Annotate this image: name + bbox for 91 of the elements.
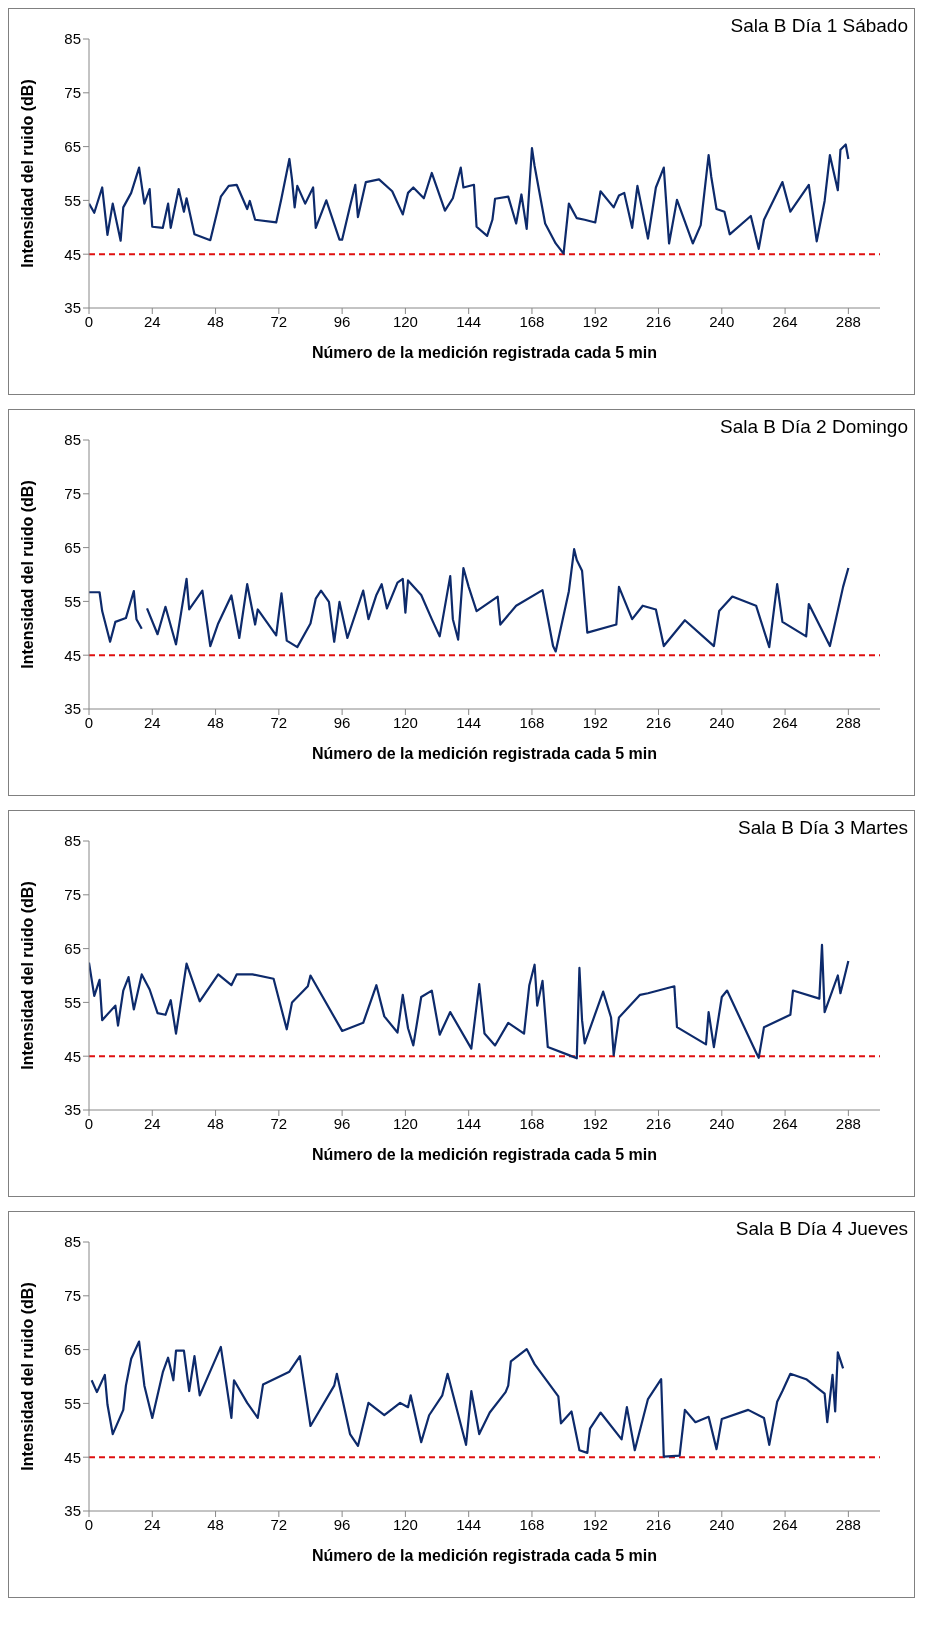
y-tick-label: 85 (64, 832, 81, 850)
x-tick-label: 288 (835, 1114, 861, 1132)
x-tick-label: 144 (456, 312, 482, 330)
x-tick-label: 0 (84, 713, 94, 731)
x-tick-label: 144 (456, 1114, 482, 1132)
x-tick-label: 72 (270, 713, 288, 731)
y-tick-label: 45 (64, 1047, 81, 1065)
x-tick-label: 264 (772, 1114, 798, 1132)
line-series (90, 1340, 845, 1458)
x-tick-label: 120 (392, 1114, 418, 1132)
x-tick-label: 216 (646, 1515, 672, 1533)
x-tick-label: 240 (709, 713, 735, 731)
y-tick-label: 55 (64, 993, 81, 1011)
x-tick-label: 216 (646, 1114, 672, 1132)
y-tick-label: 75 (64, 1287, 81, 1305)
y-tick-label: 45 (64, 1448, 81, 1466)
x-tick-label: 120 (392, 1515, 418, 1533)
x-tick-label: 120 (392, 312, 418, 330)
x-tick-label: 216 (646, 713, 672, 731)
chart-title: Sala B Día 1 Sábado (730, 15, 908, 37)
x-tick-label: 48 (207, 312, 224, 330)
y-tick-label: 85 (64, 1233, 81, 1251)
y-tick-label: 45 (64, 245, 81, 263)
y-tick-label: 65 (64, 1340, 81, 1358)
x-tick-label: 288 (835, 1515, 861, 1533)
x-tick-label: 192 (582, 1515, 608, 1533)
x-tick-label: 96 (333, 713, 351, 731)
x-tick-label: 0 (84, 312, 94, 330)
y-tick-label: 55 (64, 592, 81, 610)
x-tick-label: 72 (270, 1515, 288, 1533)
x-tick-label: 96 (333, 1114, 351, 1132)
x-axis-title: Número de la medición registrada cada 5 min (312, 745, 657, 762)
x-tick-label: 168 (519, 1515, 545, 1533)
x-axis-title: Número de la medición registrada cada 5 min (312, 1547, 657, 1564)
x-tick-label: 120 (392, 713, 418, 731)
x-tick-label: 24 (143, 713, 161, 731)
x-tick-label: 24 (143, 1114, 161, 1132)
x-tick-label: 192 (582, 1114, 608, 1132)
x-tick-label: 96 (333, 1515, 351, 1533)
chart-title: Sala B Día 2 Domingo (720, 416, 908, 438)
y-tick-label: 35 (64, 299, 81, 317)
line-series (89, 143, 850, 255)
x-axis-title: Número de la medición registrada cada 5 min (312, 1146, 657, 1163)
x-tick-label: 48 (207, 713, 224, 731)
x-tick-label: 240 (709, 1114, 735, 1132)
x-tick-label: 168 (519, 1114, 545, 1132)
x-tick-label: 192 (582, 312, 608, 330)
y-axis-title: Intensidad del ruido (dB) (18, 480, 36, 669)
x-tick-label: 288 (835, 713, 861, 731)
x-tick-label: 144 (456, 713, 482, 731)
x-tick-label: 0 (84, 1515, 94, 1533)
x-tick-label: 264 (772, 312, 798, 330)
x-tick-label: 72 (270, 1114, 288, 1132)
y-tick-label: 65 (64, 939, 81, 957)
x-tick-label: 24 (143, 1515, 161, 1533)
y-tick-label: 35 (64, 1502, 81, 1520)
x-tick-label: 144 (456, 1515, 482, 1533)
line-series (89, 943, 850, 1060)
x-tick-label: 192 (582, 713, 608, 731)
y-tick-label: 35 (64, 700, 81, 718)
chart-title: Sala B Día 3 Martes (737, 817, 908, 839)
y-tick-label: 35 (64, 1101, 81, 1119)
y-tick-label: 85 (64, 431, 81, 449)
x-tick-label: 24 (143, 312, 161, 330)
x-tick-label: 72 (270, 312, 288, 330)
y-tick-label: 65 (64, 538, 81, 556)
x-tick-label: 240 (709, 1515, 735, 1533)
y-tick-label: 75 (64, 886, 81, 904)
y-tick-label: 45 (64, 646, 81, 664)
x-tick-label: 264 (772, 1515, 798, 1533)
y-axis-title: Intensidad del ruido (dB) (18, 881, 36, 1070)
x-tick-label: 48 (207, 1515, 224, 1533)
x-tick-label: 0 (84, 1114, 94, 1132)
x-tick-label: 288 (835, 312, 861, 330)
y-tick-label: 75 (64, 84, 81, 102)
y-tick-label: 55 (64, 191, 81, 209)
y-axis-title: Intensidad del ruido (dB) (18, 1282, 36, 1471)
x-tick-label: 48 (207, 1114, 224, 1132)
y-tick-label: 55 (64, 1394, 81, 1412)
x-tick-label: 240 (709, 312, 735, 330)
y-tick-label: 65 (64, 137, 81, 155)
chart-title: Sala B Día 4 Jueves (735, 1218, 908, 1240)
x-tick-label: 216 (646, 312, 672, 330)
x-tick-label: 168 (519, 713, 545, 731)
y-tick-label: 75 (64, 485, 81, 503)
x-axis-title: Número de la medición registrada cada 5 min (312, 344, 657, 361)
x-tick-label: 264 (772, 713, 798, 731)
x-tick-label: 168 (519, 312, 545, 330)
x-tick-label: 96 (333, 312, 351, 330)
y-tick-label: 85 (64, 30, 81, 48)
y-axis-title: Intensidad del ruido (dB) (18, 79, 36, 268)
